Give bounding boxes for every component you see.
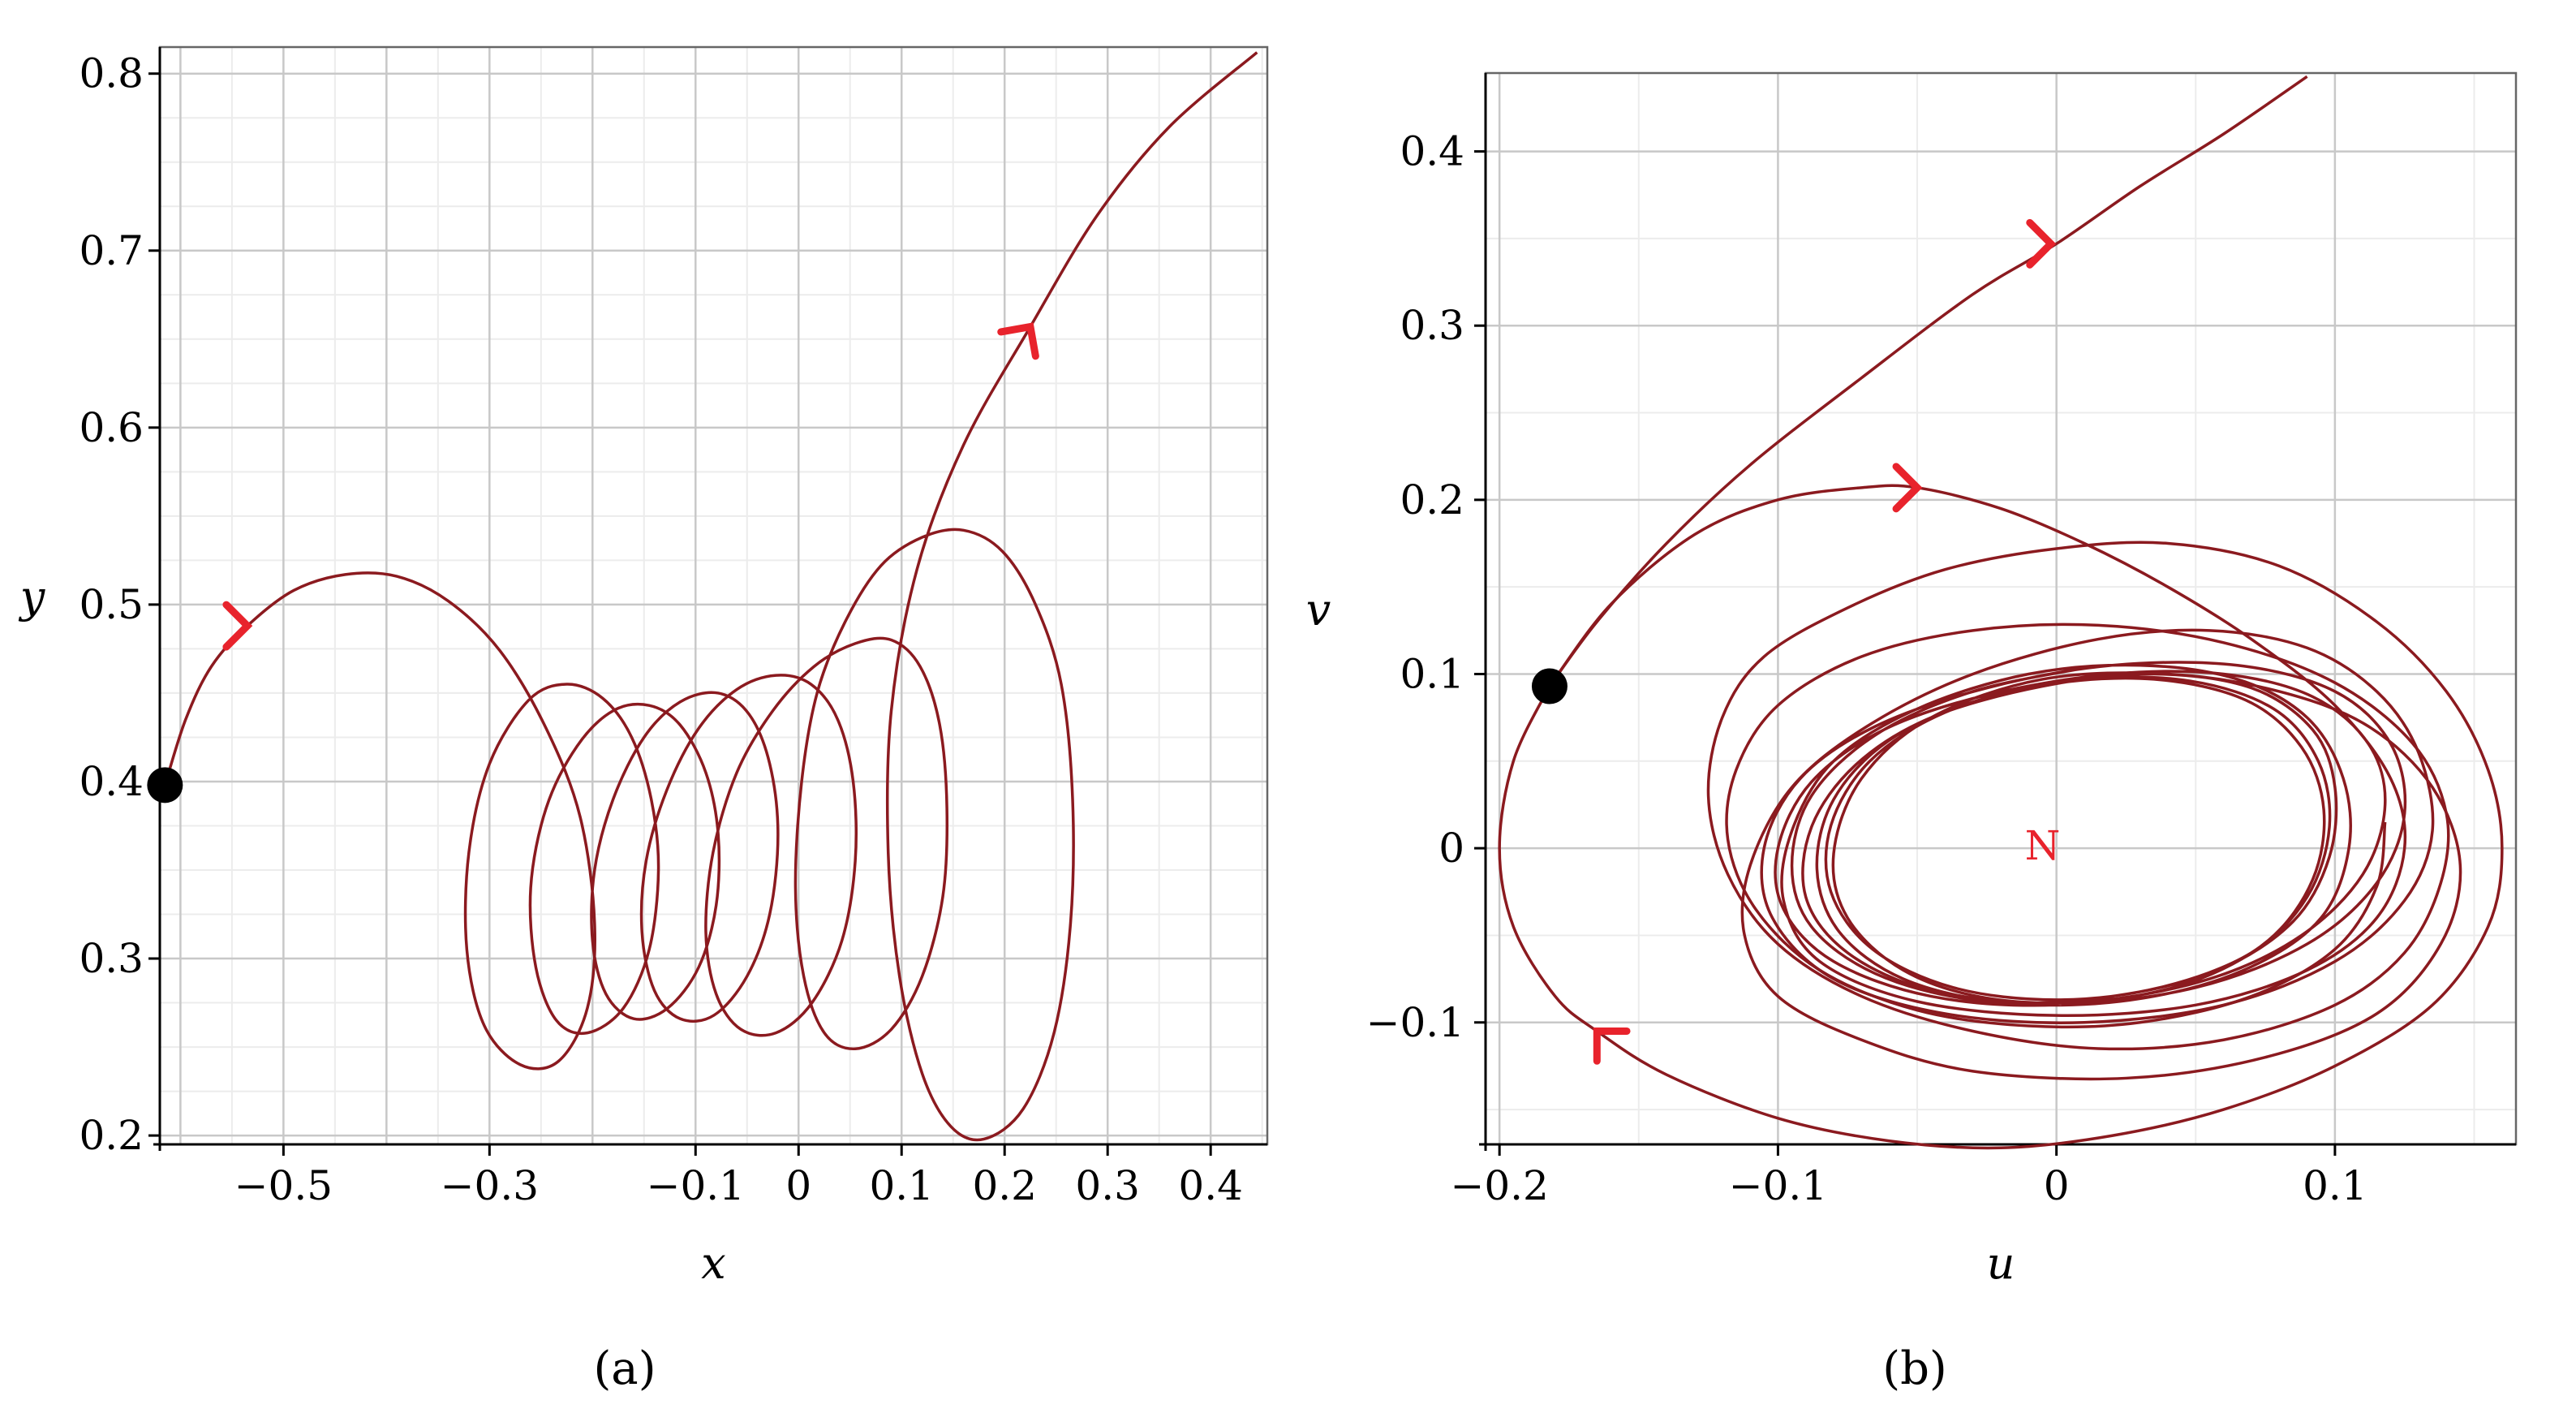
x-axis-label: x: [701, 1238, 725, 1289]
direction-arrow: [997, 322, 1039, 360]
y-tick-label: 0.6: [79, 404, 144, 451]
y-tick-label: 0: [1439, 825, 1464, 872]
y-tick-label: −0.1: [1366, 999, 1464, 1046]
x-tick-label: −0.1: [647, 1162, 745, 1209]
x-tick-label: 0.1: [2303, 1162, 2367, 1209]
x-tick-label: −0.3: [441, 1162, 539, 1209]
x-axis-label: u: [1987, 1238, 2015, 1289]
y-tick-label: 0.2: [1400, 476, 1464, 523]
chart-panel-a: −0.5 −0.3 −0.1 0 0.1 0.2 0.3 0.4 0.2 0.3 0.4 0.5 0.6…: [19, 45, 1269, 1395]
y-axis-label: y: [19, 571, 46, 623]
trajectory-series-b-2: [1498, 541, 2504, 1150]
trajectory-series-a-0: [163, 51, 1258, 1142]
x-tick-label: −0.5: [234, 1162, 333, 1209]
y-axis-label: v: [1306, 584, 1331, 635]
x-tick-label: 0.1: [869, 1162, 934, 1209]
x-tick-label: 0: [785, 1162, 811, 1209]
x-tick-label: 0.3: [1075, 1162, 1140, 1209]
direction-arrow: [1892, 463, 1923, 513]
y-tick-label: 0.8: [79, 50, 144, 97]
start-point-b: [1531, 668, 1568, 704]
plot-frame-b: [1484, 71, 2518, 1146]
trajectory-series-b-1: [1548, 484, 2462, 1081]
minor-grid-b: [1486, 73, 2516, 1144]
x-tick-label: 0.4: [1178, 1162, 1243, 1209]
direction-arrow: [1593, 1027, 1631, 1065]
start-point-a: [147, 767, 183, 803]
y-tick-label: 0.2: [79, 1112, 144, 1159]
y-tick-label: 0.3: [79, 935, 144, 982]
panel-caption-b: (b): [1882, 1342, 1947, 1395]
direction-arrow: [2026, 218, 2057, 269]
panel-caption-a: (a): [593, 1342, 656, 1395]
major-grid-a: [160, 47, 1267, 1144]
chart-panel-b: −0.2 −0.1 0 0.1 −0.1 0 0.1 0.2 0.3 0.4 u v N (b): [1306, 71, 2518, 1395]
y-tick-label: 0.1: [1400, 650, 1464, 697]
point-label-n: N: [2025, 822, 2061, 869]
y-tick-label: 0.4: [79, 758, 144, 805]
y-tick-label: 0.3: [1400, 302, 1464, 349]
major-grid-b: [1486, 73, 2516, 1144]
y-tick-label: 0.4: [1400, 128, 1464, 175]
x-tick-label: −0.2: [1450, 1162, 1548, 1209]
y-tick-label: 0.7: [79, 227, 144, 274]
x-tick-label: 0.2: [972, 1162, 1037, 1209]
direction-arrow: [222, 601, 253, 651]
x-tick-label: −0.1: [1729, 1162, 1827, 1209]
y-tick-label: 0.5: [79, 581, 144, 628]
trajectory-series-b-0: [1548, 75, 2308, 687]
x-tick-label: 0: [2044, 1162, 2070, 1209]
